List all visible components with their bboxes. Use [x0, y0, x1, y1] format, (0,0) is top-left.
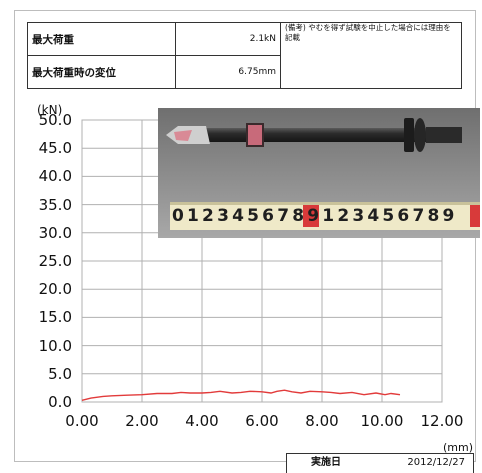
x-tick-label: 12.00	[420, 412, 464, 430]
y-tick-label: 30.0	[38, 223, 72, 242]
bolt-specimen-image	[158, 108, 480, 238]
x-tick-label: 8.00	[305, 412, 339, 430]
x-axis-label: (mm)	[443, 441, 474, 454]
y-tick-label: 0.0	[48, 393, 72, 411]
table-row: 最大荷重時の変位 6.75mm	[27, 55, 462, 89]
test-date-value: 2012/12/27	[407, 457, 465, 468]
y-tick-label: 5.0	[48, 364, 72, 383]
x-tick-label: 10.00	[360, 412, 404, 430]
y-tick-label: 15.0	[38, 308, 72, 327]
y-tick-label: 20.0	[38, 280, 72, 299]
y-axis-label: (kN)	[37, 103, 63, 117]
y-tick-label: 10.0	[38, 336, 72, 355]
displacement-value: 6.75mm	[175, 55, 281, 89]
displacement-label: 最大荷重時の変位	[27, 55, 176, 89]
remarks-note: (備考) やむを得ず試験を中止した場合には理由を記載	[280, 22, 462, 89]
y-tick-label: 35.0	[38, 195, 72, 214]
load-displacement-series-line	[81, 389, 401, 401]
y-tick-label: 50.0	[38, 111, 72, 129]
max-load-table: 最大荷重 2.1kN (備考) やむを得ず試験を中止した場合には理由を記載 最大…	[27, 22, 462, 89]
test-date-label: 実施日	[311, 457, 341, 468]
y-tick-label: 25.0	[38, 252, 72, 270]
x-tick-label: 0.00	[65, 412, 99, 430]
specimen-photo: 0123456789123456789	[158, 108, 480, 238]
x-tick-label: 6.00	[245, 412, 279, 430]
x-tick-label: 4.00	[185, 412, 219, 430]
x-tick-label: 2.00	[125, 412, 159, 430]
y-tick-label: 45.0	[38, 139, 72, 158]
tape-measure-digits: 0123456789123456789	[172, 206, 458, 226]
test-date-box: 実施日 2012/12/27	[286, 453, 474, 473]
y-tick-label: 40.0	[38, 167, 72, 186]
